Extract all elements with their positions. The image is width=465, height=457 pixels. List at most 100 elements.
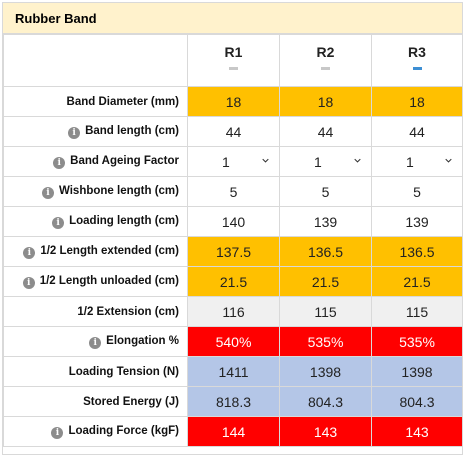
column-header-row: R1 R2 R3 <box>3 34 463 87</box>
calculator-table: R1 R2 R3 Band Diameter (mm) 18 18 18 i Band l… <box>3 34 463 447</box>
value-cell: 818.3 <box>187 386 280 417</box>
value-cell[interactable]: 140 <box>187 206 280 237</box>
table-row: Stored Energy (J) 818.3 804.3 804.3 <box>3 386 463 417</box>
value-cell[interactable]: 139 <box>371 206 463 237</box>
value-cell[interactable]: 137.5 <box>187 236 280 267</box>
ageing-factor-select[interactable]: 1 <box>279 146 372 177</box>
value-cell: 143 <box>371 416 463 447</box>
value-cell: 535% <box>279 326 372 357</box>
info-icon[interactable]: i <box>89 336 102 349</box>
value-cell: 116 <box>187 296 280 327</box>
row-label-cell: Stored Energy (J) <box>3 386 188 417</box>
value-cell: 115 <box>279 296 372 327</box>
row-label: 1/2 Extension (cm) <box>77 305 179 318</box>
value-cell[interactable]: 44 <box>279 116 372 147</box>
panel-header: Rubber Band <box>3 3 462 34</box>
table-row: i 1/2 Length unloaded (cm) 21.5 21.5 21.5 <box>3 266 463 297</box>
info-icon[interactable]: i <box>22 276 35 289</box>
row-label: Stored Energy (J) <box>83 395 179 408</box>
select-value: 1 <box>222 154 230 170</box>
value-cell: 540% <box>187 326 280 357</box>
value-cell[interactable]: 44 <box>371 116 463 147</box>
value-cell[interactable]: 139 <box>279 206 372 237</box>
table-row: i Elongation % 540% 535% 535% <box>3 326 463 357</box>
row-label-cell: Band Diameter (mm) <box>3 86 188 117</box>
info-icon[interactable]: i <box>41 186 54 199</box>
row-label: 1/2 Length unloaded (cm) <box>39 274 179 287</box>
table-row: i Loading Force (kgF) 144 143 143 <box>3 416 463 447</box>
row-label-cell: i Elongation % <box>3 326 188 357</box>
select-value: 1 <box>406 154 414 170</box>
table-row: i 1/2 Length extended (cm) 137.5 136.5 136.5 <box>3 236 463 267</box>
value-cell: 144 <box>187 416 280 447</box>
ageing-factor-select[interactable]: 1 <box>371 146 463 177</box>
value-cell: 1411 <box>187 356 280 387</box>
column-name: R1 <box>224 44 243 60</box>
row-label: 1/2 Length extended (cm) <box>40 244 179 257</box>
value-cell[interactable]: 18 <box>187 86 280 117</box>
value-cell[interactable]: 18 <box>279 86 372 117</box>
row-label: Band Ageing Factor <box>70 154 179 167</box>
row-label: Loading length (cm) <box>69 214 179 227</box>
column-tab-indicator <box>321 67 330 70</box>
row-label-cell: i 1/2 Length unloaded (cm) <box>3 266 188 297</box>
info-icon[interactable]: i <box>23 246 36 259</box>
row-label: Loading Tension (N) <box>68 365 179 378</box>
value-cell[interactable]: 136.5 <box>371 236 463 267</box>
chevron-down-icon[interactable] <box>354 157 361 164</box>
value-cell: 535% <box>371 326 463 357</box>
row-label: Loading Force (kgF) <box>68 424 179 437</box>
info-icon[interactable]: i <box>51 426 64 439</box>
table-row: i Band Ageing Factor 1 1 1 <box>3 146 463 177</box>
value-cell[interactable]: 136.5 <box>279 236 372 267</box>
row-label-cell: i Loading length (cm) <box>3 206 188 237</box>
row-label-cell: 1/2 Extension (cm) <box>3 296 188 327</box>
row-label: Band Diameter (mm) <box>66 95 179 108</box>
value-cell[interactable]: 18 <box>371 86 463 117</box>
value-cell[interactable]: 21.5 <box>187 266 280 297</box>
value-cell: 115 <box>371 296 463 327</box>
table-row: Band Diameter (mm) 18 18 18 <box>3 86 463 117</box>
row-label-cell: i Loading Force (kgF) <box>3 416 188 447</box>
value-cell: 1398 <box>279 356 372 387</box>
row-label-cell: Loading Tension (N) <box>3 356 188 387</box>
chevron-down-icon[interactable] <box>445 157 452 164</box>
row-label: Band length (cm) <box>85 124 179 137</box>
column-header-r2[interactable]: R2 <box>279 34 372 87</box>
table-row: i Loading length (cm) 140 139 139 <box>3 206 463 237</box>
panel-title: Rubber Band <box>15 11 97 26</box>
column-header-r3[interactable]: R3 <box>371 34 463 87</box>
row-label-cell: i Band length (cm) <box>3 116 188 147</box>
row-label: Elongation % <box>106 334 179 347</box>
table-row: 1/2 Extension (cm) 116 115 115 <box>3 296 463 327</box>
column-tab-indicator <box>229 67 238 70</box>
column-name: R3 <box>408 44 426 60</box>
value-cell: 804.3 <box>279 386 372 417</box>
row-label: Wishbone length (cm) <box>58 184 179 197</box>
chevron-down-icon[interactable] <box>262 157 269 164</box>
column-tab-indicator-active <box>412 67 422 70</box>
corner-cell <box>3 34 188 87</box>
info-icon[interactable]: i <box>68 126 81 139</box>
value-cell[interactable]: 44 <box>187 116 280 147</box>
value-cell[interactable]: 5 <box>279 176 372 207</box>
info-icon[interactable]: i <box>52 216 65 229</box>
value-cell[interactable]: 5 <box>187 176 280 207</box>
value-cell: 804.3 <box>371 386 463 417</box>
value-cell: 1398 <box>371 356 463 387</box>
column-name: R2 <box>316 44 335 60</box>
select-value: 1 <box>314 154 322 170</box>
info-icon[interactable]: i <box>53 156 66 169</box>
value-cell[interactable]: 21.5 <box>279 266 372 297</box>
row-label-cell: i Wishbone length (cm) <box>3 176 188 207</box>
column-header-r1[interactable]: R1 <box>187 34 280 87</box>
table-row: Loading Tension (N) 1411 1398 1398 <box>3 356 463 387</box>
value-cell[interactable]: 5 <box>371 176 463 207</box>
value-cell: 143 <box>279 416 372 447</box>
ageing-factor-select[interactable]: 1 <box>187 146 280 177</box>
table-row: i Wishbone length (cm) 5 5 5 <box>3 176 463 207</box>
row-label-cell: i 1/2 Length extended (cm) <box>3 236 188 267</box>
value-cell[interactable]: 21.5 <box>371 266 463 297</box>
table-row: i Band length (cm) 44 44 44 <box>3 116 463 147</box>
